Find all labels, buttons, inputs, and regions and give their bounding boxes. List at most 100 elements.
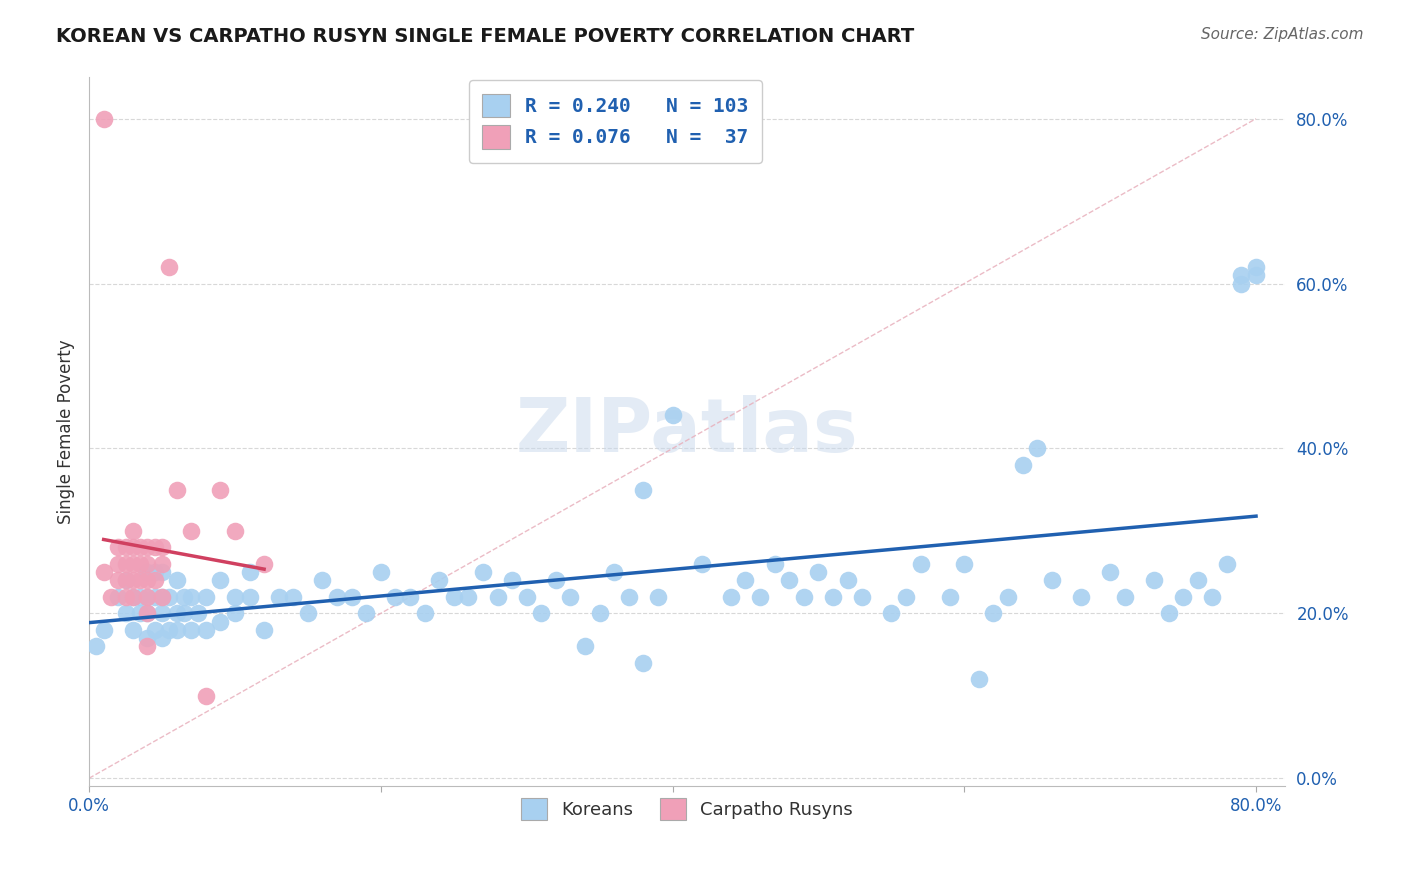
- Point: [1171, 590, 1194, 604]
- Point: [471, 565, 494, 579]
- Point: [129, 574, 152, 588]
- Point: [209, 483, 232, 497]
- Point: [114, 590, 136, 604]
- Point: [173, 607, 195, 621]
- Point: [486, 590, 509, 604]
- Point: [157, 590, 180, 604]
- Point: [384, 590, 406, 604]
- Point: [150, 565, 173, 579]
- Point: [967, 673, 990, 687]
- Point: [129, 541, 152, 555]
- Point: [136, 640, 159, 654]
- Point: [1114, 590, 1136, 604]
- Point: [209, 615, 232, 629]
- Point: [283, 590, 305, 604]
- Point: [107, 590, 129, 604]
- Text: KOREAN VS CARPATHO RUSYN SINGLE FEMALE POVERTY CORRELATION CHART: KOREAN VS CARPATHO RUSYN SINGLE FEMALE P…: [56, 27, 914, 45]
- Point: [880, 607, 903, 621]
- Point: [114, 557, 136, 571]
- Point: [150, 590, 173, 604]
- Point: [194, 689, 217, 703]
- Point: [209, 574, 232, 588]
- Point: [143, 623, 166, 637]
- Point: [1011, 458, 1033, 472]
- Point: [530, 607, 553, 621]
- Point: [253, 623, 276, 637]
- Point: [544, 574, 567, 588]
- Point: [297, 607, 319, 621]
- Point: [173, 590, 195, 604]
- Point: [326, 590, 349, 604]
- Point: [121, 590, 143, 604]
- Point: [661, 409, 683, 423]
- Point: [129, 607, 152, 621]
- Point: [121, 574, 143, 588]
- Point: [136, 557, 159, 571]
- Point: [93, 565, 115, 579]
- Point: [821, 590, 844, 604]
- Point: [180, 623, 202, 637]
- Point: [1040, 574, 1063, 588]
- Point: [150, 607, 173, 621]
- Point: [93, 112, 115, 126]
- Point: [224, 607, 246, 621]
- Point: [121, 590, 143, 604]
- Point: [107, 541, 129, 555]
- Point: [180, 590, 202, 604]
- Point: [1157, 607, 1180, 621]
- Point: [143, 541, 166, 555]
- Point: [443, 590, 465, 604]
- Point: [851, 590, 873, 604]
- Y-axis label: Single Female Poverty: Single Female Poverty: [58, 340, 75, 524]
- Point: [633, 656, 655, 670]
- Point: [136, 541, 159, 555]
- Point: [837, 574, 859, 588]
- Point: [501, 574, 523, 588]
- Point: [603, 565, 626, 579]
- Point: [370, 565, 392, 579]
- Point: [354, 607, 377, 621]
- Point: [136, 590, 159, 604]
- Point: [516, 590, 538, 604]
- Point: [150, 541, 173, 555]
- Point: [224, 524, 246, 538]
- Point: [690, 557, 713, 571]
- Point: [983, 607, 1005, 621]
- Point: [427, 574, 450, 588]
- Text: Source: ZipAtlas.com: Source: ZipAtlas.com: [1201, 27, 1364, 42]
- Point: [413, 607, 436, 621]
- Point: [938, 590, 960, 604]
- Point: [910, 557, 932, 571]
- Point: [129, 590, 152, 604]
- Point: [253, 557, 276, 571]
- Point: [399, 590, 422, 604]
- Point: [238, 590, 260, 604]
- Point: [136, 631, 159, 645]
- Point: [114, 574, 136, 588]
- Point: [166, 483, 188, 497]
- Point: [157, 260, 180, 274]
- Point: [114, 541, 136, 555]
- Point: [166, 574, 188, 588]
- Point: [574, 640, 596, 654]
- Point: [129, 557, 152, 571]
- Point: [340, 590, 363, 604]
- Point: [107, 557, 129, 571]
- Point: [720, 590, 742, 604]
- Point: [157, 623, 180, 637]
- Point: [807, 565, 830, 579]
- Point: [588, 607, 610, 621]
- Point: [86, 640, 108, 654]
- Legend: Koreans, Carpatho Rusyns: Koreans, Carpatho Rusyns: [508, 783, 868, 834]
- Point: [267, 590, 290, 604]
- Point: [894, 590, 917, 604]
- Point: [143, 590, 166, 604]
- Point: [121, 541, 143, 555]
- Point: [238, 565, 260, 579]
- Point: [997, 590, 1019, 604]
- Point: [311, 574, 333, 588]
- Point: [647, 590, 669, 604]
- Point: [1026, 442, 1049, 456]
- Point: [749, 590, 772, 604]
- Point: [93, 623, 115, 637]
